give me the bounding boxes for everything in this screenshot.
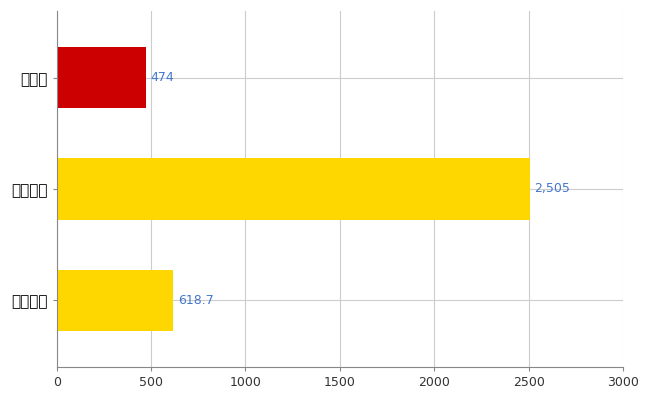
Text: 2,505: 2,505 xyxy=(534,182,570,196)
Bar xyxy=(57,270,174,331)
Text: 474: 474 xyxy=(151,71,175,84)
Bar xyxy=(57,158,530,220)
Bar xyxy=(57,47,146,108)
Text: 618.7: 618.7 xyxy=(178,294,214,307)
